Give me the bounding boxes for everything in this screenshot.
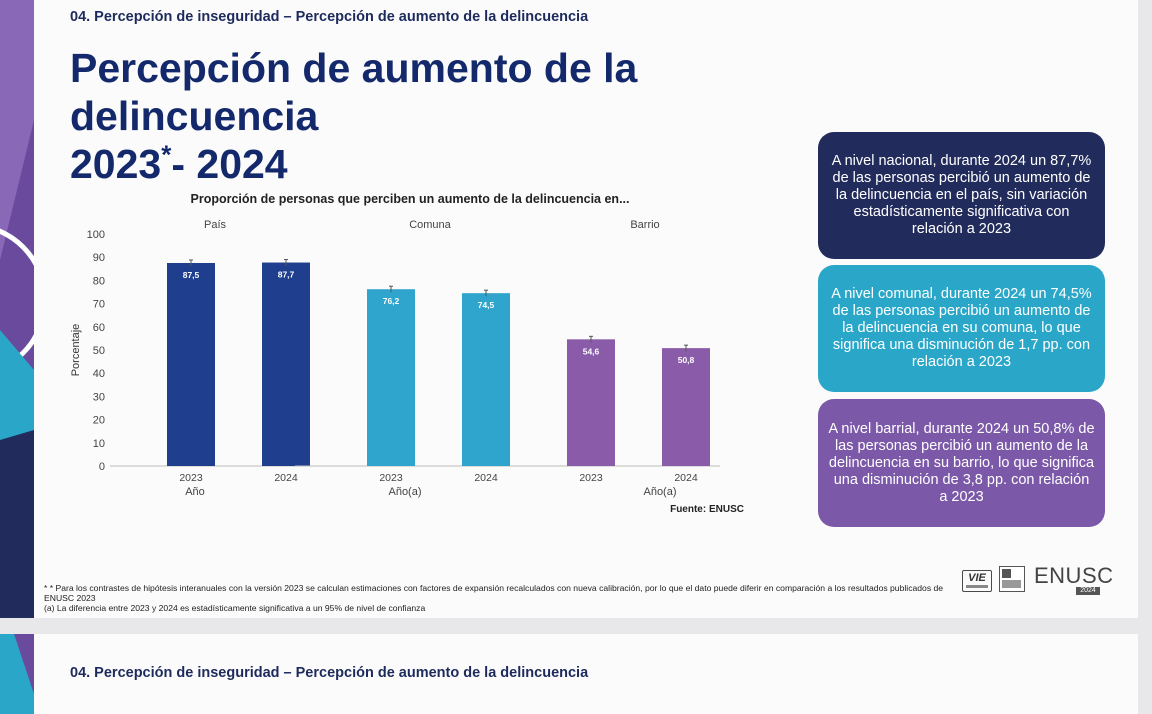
footnote-2: (a) La diferencia entre 2023 y 2024 es e… (44, 603, 426, 613)
y-tick-label: 60 (93, 322, 105, 334)
insight-box-commune: A nivel comunal, durante 2024 un 74,5% d… (818, 265, 1105, 392)
data-label: 87,5 (183, 270, 200, 280)
y-tick-label: 70 (93, 299, 105, 311)
y-tick-label: 80 (93, 275, 105, 287)
title-line-1: Percepción de aumento de la delincuencia (70, 45, 638, 139)
deco-band-navy (0, 430, 34, 618)
slide: 04. Percepción de inseguridad – Percepci… (0, 0, 1138, 618)
footnotes: * * Para los contrastes de hipótesis int… (44, 583, 944, 613)
title-year-2024: - 2024 (171, 141, 288, 187)
y-tick-label: 40 (93, 368, 105, 380)
bar (462, 293, 510, 466)
x-axis-label: Año(a) (388, 486, 421, 498)
bar (167, 263, 215, 466)
y-tick-label: 30 (93, 391, 105, 403)
next-slide-breadcrumb: 04. Percepción de inseguridad – Percepci… (70, 665, 589, 681)
y-tick-label: 50 (93, 345, 105, 357)
data-label: 87,7 (278, 270, 295, 280)
chile-gov-logo (999, 566, 1025, 592)
title-asterisk: * (161, 139, 172, 170)
y-tick-label: 20 (93, 415, 105, 427)
bar (262, 262, 310, 466)
insight-text-commune: A nivel comunal, durante 2024 un 74,5% d… (831, 286, 1092, 370)
vie-logo: VIE (962, 570, 992, 592)
bar-chart: Proporción de personas que perciben un a… (70, 192, 744, 515)
x-tick-label: 2023 (179, 472, 203, 484)
y-tick-label: 100 (87, 229, 105, 241)
insight-box-neighborhood: A nivel barrial, durante 2024 un 50,8% d… (818, 399, 1105, 527)
deco-band-light (0, 0, 34, 260)
next-deco-teal (0, 634, 34, 714)
insight-text-national: A nivel nacional, durante 2024 un 87,7% … (831, 153, 1092, 237)
x-tick-label: 2024 (274, 472, 298, 484)
data-label: 54,6 (583, 346, 600, 356)
enusc-logo: ENUSC (1034, 563, 1114, 588)
x-tick-label: 2024 (674, 472, 698, 484)
group-label: País (204, 219, 227, 231)
data-label: 50,8 (678, 355, 695, 365)
x-tick-label: 2024 (474, 472, 498, 484)
vie-logo-text: VIE (968, 572, 986, 584)
breadcrumb: 04. Percepción de inseguridad – Percepci… (70, 9, 589, 25)
x-tick-label: 2023 (579, 472, 603, 484)
bar (367, 289, 415, 466)
title-year-2023: 2023 (70, 141, 162, 187)
insight-box-national: A nivel nacional, durante 2024 un 87,7% … (818, 132, 1105, 259)
x-tick-label: 2023 (379, 472, 403, 484)
y-tick-label: 90 (93, 252, 105, 264)
group-label: Comuna (409, 219, 451, 231)
bar (567, 339, 615, 466)
data-label: 74,5 (478, 300, 495, 310)
page-title: Percepción de aumento de la delincuencia… (70, 44, 830, 188)
chart-title: Proporción de personas que perciben un a… (191, 192, 630, 206)
chart-source: Fuente: ENUSC (670, 504, 744, 515)
next-slide: 04. Percepción de inseguridad – Percepci… (0, 634, 1138, 714)
y-tick-label: 0 (99, 461, 105, 473)
left-decoration (0, 0, 34, 618)
insight-text-neighborhood: A nivel barrial, durante 2024 un 50,8% d… (828, 420, 1095, 505)
group-label: Barrio (630, 219, 659, 231)
next-slide-decoration (0, 634, 34, 714)
x-axis-label: Año(a) (643, 486, 676, 498)
footnote-1: * * Para los contrastes de hipótesis int… (44, 583, 944, 603)
x-axis-label: Año (185, 486, 205, 498)
data-label: 76,2 (383, 296, 400, 306)
y-axis-label: Porcentaje (70, 324, 82, 377)
y-tick-label: 10 (93, 438, 105, 450)
enusc-logo-year: 2024 (1076, 587, 1100, 595)
bar (662, 348, 710, 466)
